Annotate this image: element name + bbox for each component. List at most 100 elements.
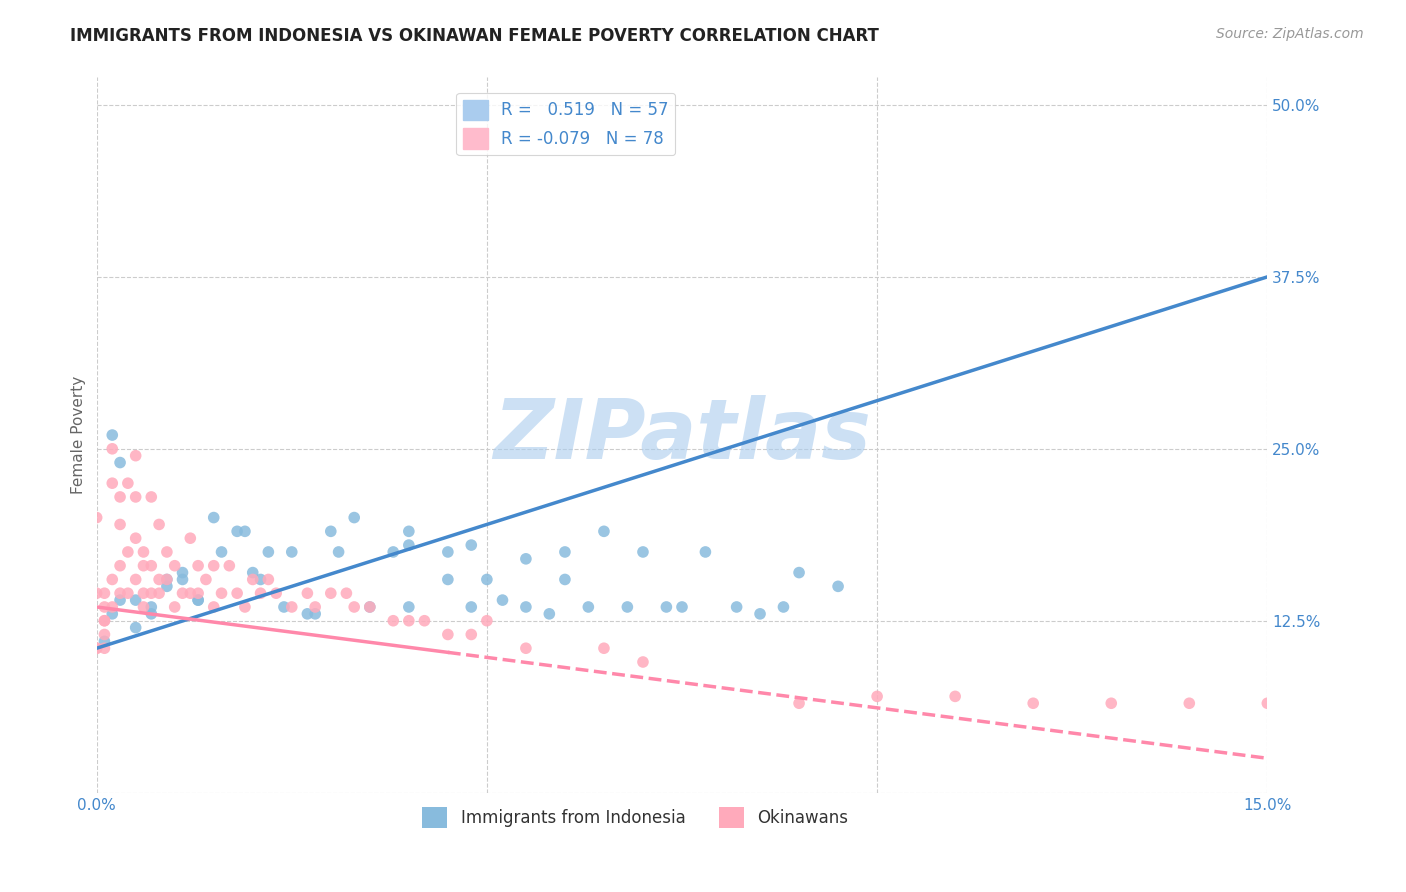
Point [117,545,139,559]
Point [249,573,271,587]
Point [281,599,304,614]
Point [866,690,889,704]
Point [101,442,124,456]
Point [787,696,810,710]
Point [117,476,139,491]
Point [202,599,225,614]
Point [125,621,148,635]
Point [515,641,537,656]
Point [297,607,319,621]
Point [359,599,381,614]
Point [382,545,405,559]
Point [359,599,381,614]
Point [226,586,249,600]
Legend: Immigrants from Indonesia, Okinawans: Immigrants from Indonesia, Okinawans [416,801,855,834]
Point [86,641,108,656]
Point [156,579,179,593]
Point [787,566,810,580]
Point [593,641,616,656]
Point [335,586,357,600]
Point [108,586,131,600]
Point [515,599,537,614]
Point [695,545,717,559]
Point [772,599,794,614]
Point [943,690,966,704]
Point [343,599,366,614]
Point [93,634,115,648]
Point [117,586,139,600]
Point [398,614,420,628]
Point [141,586,163,600]
Point [1022,696,1045,710]
Point [125,449,148,463]
Point [460,627,482,641]
Point [108,517,131,532]
Point [273,599,295,614]
Point [101,607,124,621]
Point [93,627,115,641]
Point [202,558,225,573]
Point [319,524,342,539]
Point [125,531,148,545]
Point [141,607,163,621]
Point [242,566,264,580]
Point [515,551,537,566]
Point [538,607,561,621]
Point [319,586,342,600]
Point [125,490,148,504]
Point [827,579,849,593]
Point [211,545,233,559]
Point [1256,696,1278,710]
Point [187,586,209,600]
Point [304,599,326,614]
Point [281,545,304,559]
Point [437,573,460,587]
Point [108,593,131,607]
Point [202,510,225,524]
Point [108,456,131,470]
Point [749,607,772,621]
Point [194,573,217,587]
Point [93,599,115,614]
Point [108,558,131,573]
Point [328,545,350,559]
Point [179,586,201,600]
Point [616,599,638,614]
Point [382,614,405,628]
Point [101,599,124,614]
Point [475,573,498,587]
Point [163,558,186,573]
Text: Source: ZipAtlas.com: Source: ZipAtlas.com [1216,27,1364,41]
Point [437,545,460,559]
Point [172,586,194,600]
Point [413,614,436,628]
Point [304,607,326,621]
Point [156,573,179,587]
Point [631,545,654,559]
Point [554,573,576,587]
Point [148,517,170,532]
Point [398,599,420,614]
Point [132,586,155,600]
Point [156,545,179,559]
Text: IMMIGRANTS FROM INDONESIA VS OKINAWAN FEMALE POVERTY CORRELATION CHART: IMMIGRANTS FROM INDONESIA VS OKINAWAN FE… [70,27,879,45]
Point [148,586,170,600]
Point [264,586,287,600]
Point [187,593,209,607]
Point [460,599,482,614]
Y-axis label: Female Poverty: Female Poverty [72,376,86,494]
Point [101,573,124,587]
Point [491,593,513,607]
Point [233,599,256,614]
Point [101,428,124,442]
Point [108,490,131,504]
Text: ZIPatlas: ZIPatlas [494,394,870,475]
Point [132,545,155,559]
Point [86,510,108,524]
Point [132,558,155,573]
Point [398,538,420,552]
Point [141,599,163,614]
Point [671,599,693,614]
Point [156,573,179,587]
Point [141,558,163,573]
